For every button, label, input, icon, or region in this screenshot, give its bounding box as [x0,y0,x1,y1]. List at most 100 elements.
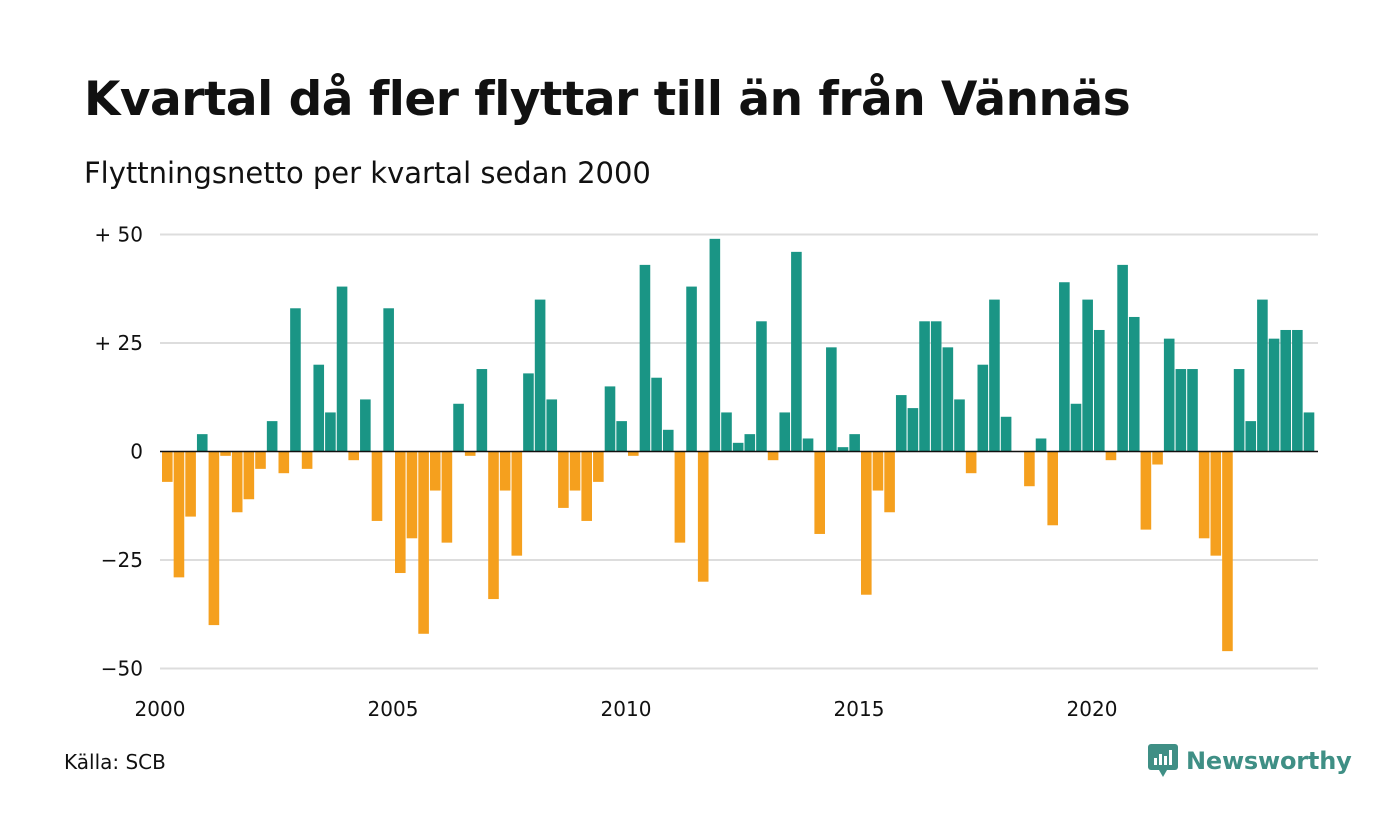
bar [534,299,546,452]
bar [686,286,697,452]
bar [173,451,185,578]
bar [558,451,569,508]
chart-subtitle: Flyttningsnetto per kvartal sedan 2000 [84,156,651,190]
bar [1175,369,1187,452]
bar [721,412,732,452]
bar [965,451,977,474]
bars [162,238,1315,652]
bar [872,451,884,491]
bar [651,377,662,452]
bar [196,434,208,452]
bar [604,386,616,452]
bar [418,451,429,634]
bar [569,451,581,491]
bar [709,238,721,452]
bar [1222,451,1233,652]
bar [383,308,394,452]
bar [779,412,791,452]
bar [1245,421,1257,452]
bar [255,451,266,469]
bar [942,347,954,452]
newsworthy-logo: Newsworthy [1148,744,1352,778]
bar [1117,264,1128,452]
x-tick-label: 2015 [834,697,885,721]
bar [861,451,872,595]
bar [464,451,476,456]
bar [1047,451,1058,526]
bar [1128,316,1140,452]
bar [616,421,627,452]
bar [1303,412,1315,452]
bar [313,364,325,452]
bar [266,421,278,452]
bar [185,451,196,517]
bar [1059,282,1070,452]
bar [1082,299,1093,452]
bar [406,451,418,539]
bar [453,403,464,452]
bar [756,321,767,452]
x-tick-label: 2000 [135,697,186,721]
bar [278,451,290,474]
bar [1140,451,1152,530]
bar [907,408,919,452]
bar [336,286,348,452]
bar [371,451,383,521]
bar [791,251,802,452]
bar [511,451,523,556]
bar [523,373,534,452]
bar [290,308,301,452]
bar [1268,338,1280,452]
bar [1233,369,1245,452]
bar [639,264,651,452]
bar [1198,451,1210,539]
bar [243,451,255,500]
bar [1187,369,1198,452]
bar [674,451,686,543]
y-axis: + 50 + 25 0 −25 −50 [94,223,143,681]
bar [884,451,895,513]
y-tick-label: + 25 [94,331,143,355]
x-tick-label: 2020 [1067,697,1118,721]
bar [429,451,441,491]
bar [301,451,313,469]
bar [849,434,860,452]
bar [395,451,406,574]
bar [930,321,942,452]
bar [1292,329,1303,452]
bar [662,429,674,452]
bar [1000,416,1012,452]
bar [989,299,1000,452]
bar [162,451,173,482]
y-tick-label: −25 [101,548,143,572]
bar [231,451,243,513]
bar [744,434,756,452]
bar [977,364,989,452]
bar [593,451,604,482]
x-axis: 2000 2005 2010 2015 2020 [135,697,1118,721]
bar [1210,451,1222,556]
bar [1152,451,1163,465]
newsworthy-icon [1148,744,1178,777]
bar [1105,451,1117,461]
bar [697,451,709,582]
bar [476,369,488,452]
bar [628,451,639,456]
bar [441,451,453,543]
bar [802,438,814,452]
bar [1070,403,1082,452]
bar [220,451,231,456]
bar [546,399,558,452]
bar [919,321,930,452]
bar [581,451,592,521]
bar [499,451,511,491]
x-tick-label: 2005 [368,697,419,721]
y-tick-label: + 50 [94,223,143,247]
bar [1280,329,1291,452]
bar [814,451,825,534]
bar [732,442,744,452]
bar [767,451,779,461]
bar [1094,329,1105,452]
bar [895,395,907,452]
